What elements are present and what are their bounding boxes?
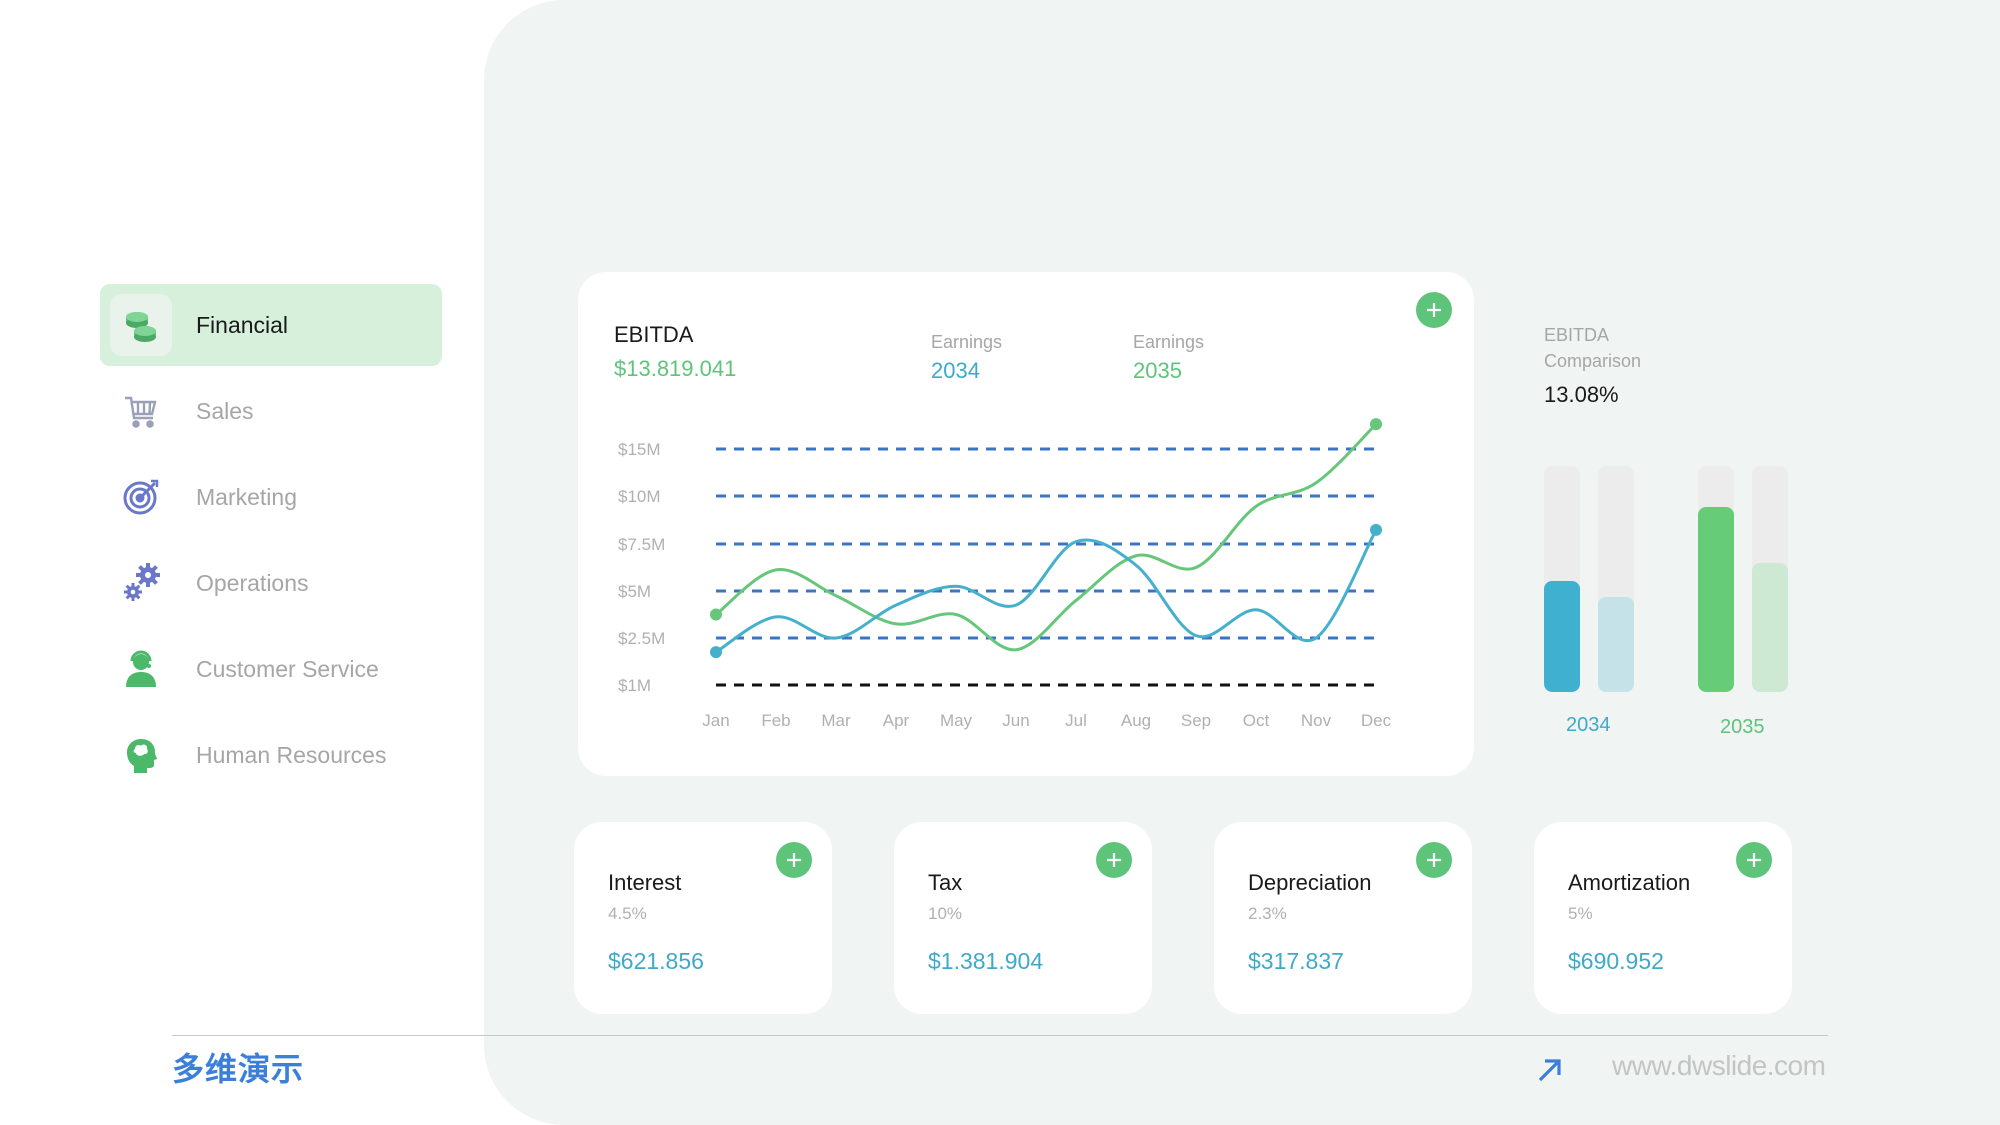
kpi-percentage: 10% [928,904,963,923]
y-tick-label: $5M [618,582,651,601]
comparison-label-2035: 2035 [1720,716,1765,738]
sidebar-item-label: Customer Service [196,655,379,682]
sidebar-item-label: Human Resources [196,741,387,768]
kpi-card-amortization: Amortization 5% $690.952 [1534,822,1792,1014]
x-tick-label: Jul [1065,711,1087,730]
comparison-bar-track [1544,466,1580,692]
kpi-title: Tax [928,870,963,895]
sidebar-item-customer-service[interactable]: Customer Service [100,628,442,710]
earnings-2034-label: Earnings [931,332,1003,352]
x-tick-label: Aug [1121,711,1151,730]
gears-icon [110,552,172,614]
x-tick-label: Mar [821,711,851,730]
series-point [710,646,722,659]
x-tick-label: Apr [883,711,910,730]
comparison-title: EBITDA Comparison [1544,325,1642,371]
kpi-value: $621.856 [608,948,704,974]
sidebar-item-operations[interactable]: Operations [100,542,442,624]
kpi-card-depreciation: Depreciation 2.3% $317.837 [1214,822,1472,1014]
plus-icon [1747,853,1761,867]
sidebar-item-sales[interactable]: Sales [100,370,442,452]
y-tick-label: $15M [618,440,661,459]
sidebar-item-marketing[interactable]: Marketing [100,456,442,538]
comparison-value: 13.08% [1544,382,1619,407]
add-button[interactable] [1736,842,1772,878]
series-line-2034 [715,529,1378,654]
x-tick-label: Oct [1243,711,1270,730]
ebitda-value: $13.819.041 [614,356,737,381]
comparison-label-2034: 2034 [1566,714,1611,736]
kpi-card-tax: Tax 10% $1.381.904 [894,822,1152,1014]
cart-icon [110,380,172,442]
y-tick-label: $10M [618,487,661,506]
ebitda-title: EBITDA [614,322,694,347]
sidebar-item-financial[interactable]: Financial [100,284,442,366]
ebitda-card: EBITDA $13.819.041 Earnings 2034 Earning… [578,272,1474,776]
website-link[interactable]: www.dwslide.com [1612,1050,1826,1081]
head-brain-icon [110,724,172,786]
kpi-percentage: 2.3% [1248,904,1287,923]
ebitda-line-chart: $1M $2.5M $5M $7.5M $10M $15M Jan Feb Mar Apr May J… [618,418,1392,730]
sidebar-item-human-resources[interactable]: Human Resources [100,714,442,796]
kpi-title: Interest [608,870,682,895]
plus-icon [1107,853,1121,867]
comparison-bar-secondary-2035 [1752,563,1788,692]
plus-icon [787,853,801,867]
kpi-value: $690.952 [1568,948,1664,974]
series-point [1370,418,1382,431]
comparison-bar-track [1598,466,1634,692]
kpi-percentage: 4.5% [608,904,647,923]
coins-icon [110,294,172,356]
comparison-bar-2035 [1698,507,1734,692]
series-line-2035 [715,423,1378,652]
add-button[interactable] [1416,292,1452,328]
kpi-percentage: 5% [1568,904,1593,923]
comparison-bar-secondary-2034 [1598,597,1634,692]
y-tick-label: $7.5M [618,535,665,554]
add-button[interactable] [776,842,812,878]
sidebar-item-label: Sales [196,397,254,424]
comparison-bar-track [1698,466,1734,692]
x-tick-label: May [940,711,973,730]
x-tick-label: Jan [702,711,729,730]
x-tick-label: Sep [1181,711,1211,730]
footer-divider [172,1035,1828,1036]
earnings-2035-year: 2035 [1133,358,1182,383]
series-point [710,608,722,621]
y-tick-label: $2.5M [618,629,665,648]
target-icon [110,466,172,528]
kpi-card-interest: Interest 4.5% $621.856 [574,822,832,1014]
plus-icon [1427,303,1441,317]
x-tick-label: Jun [1002,711,1029,730]
kpi-value: $317.837 [1248,948,1344,974]
x-tick-label: Nov [1301,711,1332,730]
x-tick-label: Dec [1361,711,1392,730]
arrow-up-right-icon [1538,1059,1561,1082]
comparison-bar-2034 [1544,581,1580,692]
kpi-title: Depreciation [1248,870,1372,895]
support-agent-icon [110,638,172,700]
comparison-bar-track [1752,466,1788,692]
kpi-value: $1.381.904 [928,948,1044,974]
earnings-2034-year: 2034 [931,358,980,383]
brand-logo: 多维演示 [172,1051,305,1087]
plus-icon [1427,853,1441,867]
earnings-2035-label: Earnings [1133,332,1205,352]
series-point [1370,523,1382,536]
kpi-title: Amortization [1568,870,1691,895]
add-button[interactable] [1096,842,1132,878]
sidebar-item-label: Operations [196,569,309,596]
add-button[interactable] [1416,842,1452,878]
y-tick-label: $1M [618,676,651,695]
sidebar-item-label: Financial [196,311,289,338]
x-tick-label: Feb [761,711,790,730]
sidebar-item-label: Marketing [196,483,297,510]
